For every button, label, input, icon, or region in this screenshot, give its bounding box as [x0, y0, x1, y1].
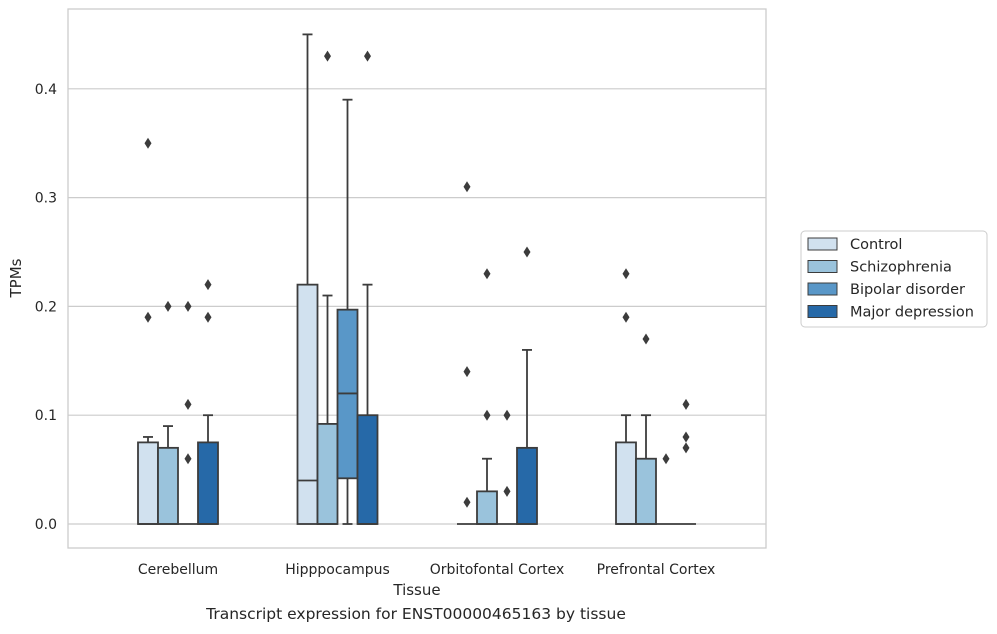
legend-swatch — [807, 237, 838, 251]
y-tick-label: 0.1 — [35, 408, 57, 424]
legend-frame — [800, 230, 988, 328]
box-schizophrenia — [316, 50, 339, 525]
box-schizophrenia — [157, 300, 179, 525]
legend: Control Schizophrenia Bipolar disorder Majo… — [800, 230, 988, 328]
box-control — [296, 33, 319, 525]
outlier-point — [682, 442, 690, 454]
y-tick-label: 0.0 — [35, 517, 57, 533]
legend-swatch — [807, 305, 838, 318]
outlier-point — [463, 181, 471, 193]
box-bipolar-disorder — [178, 300, 198, 525]
box-control — [457, 181, 477, 525]
outlier-point — [642, 333, 650, 345]
box-iqr — [197, 441, 219, 525]
y-axis-label: TPMs — [7, 258, 25, 298]
box-bipolar-disorder — [336, 98, 359, 525]
y-tick-label: 0.4 — [35, 82, 57, 98]
box-plot-series — [137, 33, 696, 525]
box-major-depression — [356, 50, 379, 525]
y-tick-label: 0.2 — [35, 299, 57, 315]
box-bipolar-disorder — [497, 409, 517, 525]
box-iqr — [157, 446, 179, 525]
outlier-point — [184, 300, 192, 312]
box-control — [137, 137, 159, 525]
outlier-point — [682, 398, 690, 410]
outlier-point — [463, 366, 471, 378]
legend-swatch — [807, 282, 838, 296]
box-iqr — [476, 490, 498, 525]
box-iqr — [516, 446, 538, 525]
legend-label: Major depression — [850, 305, 974, 321]
outlier-point — [622, 311, 630, 323]
x-tick-label: Hipppocampus — [285, 562, 390, 578]
outlier-point — [503, 485, 511, 497]
outlier-point — [164, 300, 172, 312]
box-major-depression — [676, 398, 696, 525]
outlier-point — [184, 453, 192, 465]
box-major-depression — [197, 279, 219, 525]
x-tick-label: Orbitofontal Cortex — [430, 562, 565, 578]
box-iqr — [316, 423, 339, 525]
legend-swatch — [807, 260, 838, 273]
box-bipolar-disorder — [656, 453, 676, 525]
chart-caption: Transcript expression for ENST0000046516… — [206, 605, 626, 623]
box-iqr — [296, 283, 319, 525]
x-tick-label: Cerebellum — [138, 562, 218, 578]
x-tick-label: Prefrontal Cortex — [597, 562, 716, 578]
outlier-point — [523, 246, 531, 258]
box-schizophrenia — [635, 333, 657, 525]
y-tick-label: 0.3 — [35, 191, 57, 207]
outlier-point — [204, 311, 212, 323]
box-control — [615, 268, 637, 525]
box-major-depression — [516, 246, 538, 525]
outlier-point — [682, 431, 690, 443]
box-iqr — [137, 441, 159, 525]
outlier-point — [144, 137, 152, 149]
box-iqr — [635, 457, 657, 525]
outlier-point — [483, 268, 491, 280]
outlier-point — [204, 279, 212, 291]
box-schizophrenia — [476, 268, 498, 525]
outlier-point — [364, 50, 371, 62]
outlier-point — [483, 409, 491, 421]
box-iqr — [356, 414, 379, 525]
outlier-point — [144, 311, 152, 323]
outlier-point — [463, 496, 471, 508]
outlier-point — [622, 268, 630, 280]
legend-label: Bipolar disorder — [850, 282, 965, 298]
x-axis-label: Tissue — [392, 581, 440, 599]
outlier-point — [184, 398, 192, 410]
legend-label: Control — [850, 237, 902, 253]
plot-area-frame — [67, 8, 767, 549]
box-iqr — [615, 441, 637, 525]
outlier-point — [503, 409, 511, 421]
x-axis-ticks: Cerebellum Hipppocampus Orbitofontal Corte… — [138, 562, 715, 578]
y-axis-ticks: 0.0 0.1 0.2 0.3 0.4 — [35, 82, 57, 533]
outlier-point — [662, 453, 670, 465]
legend-label: Schizophrenia — [850, 260, 952, 276]
outlier-point — [324, 50, 331, 62]
